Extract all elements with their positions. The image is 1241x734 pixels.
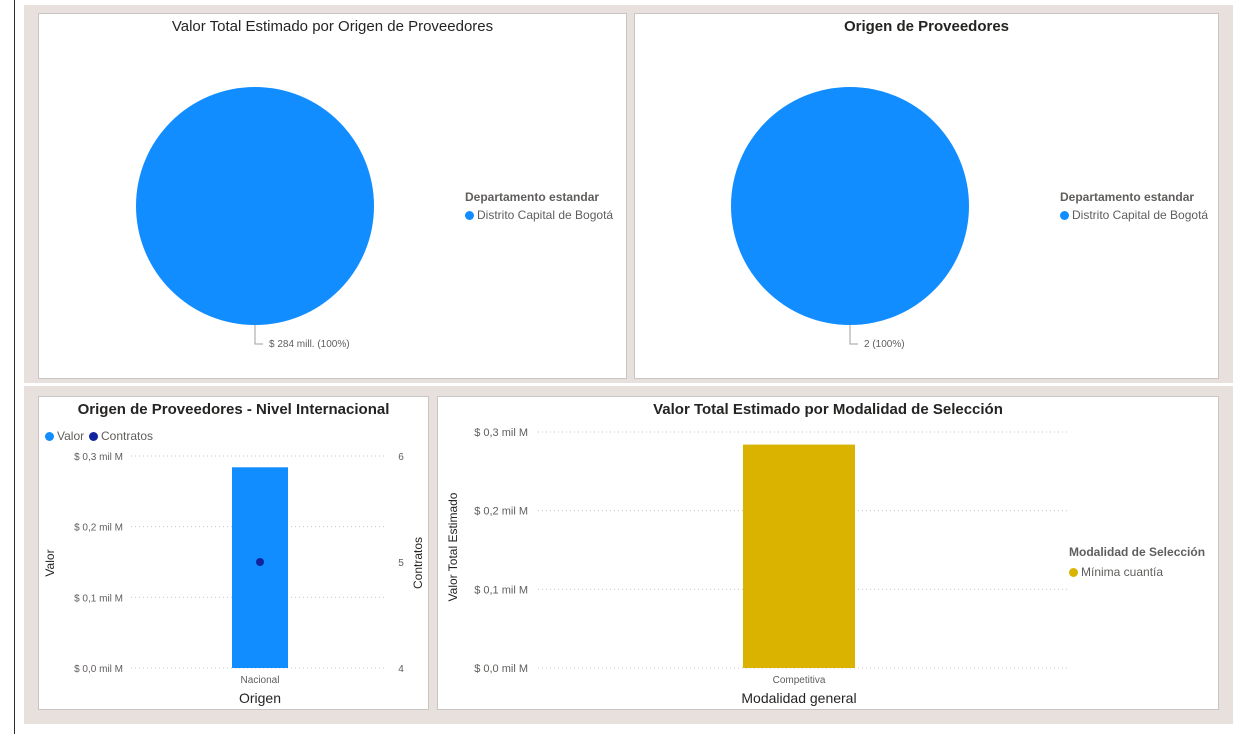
bar-competitiva[interactable] [743,444,855,668]
chart-title: Valor Total Estimado por Modalidad de Se… [653,401,1003,418]
combo-chart: $ 0,0 mil M $ 0,1 mil M $ 0,2 mil M $ 0,3 m… [43,452,425,706]
legend-item-valor[interactable]: Valor [45,429,84,443]
slice-data-label: 2 (100%) [864,339,905,350]
y2-tick-label: 4 [398,664,404,675]
x-axis-label: Modalidad general [741,690,856,706]
legend-item[interactable]: Distrito Capital de Bogotá [465,208,613,222]
slice-data-label: $ 284 mill. (100%) [269,339,350,350]
legend-dot-icon [45,431,54,441]
legend-dot-icon [89,431,98,441]
y-axis-label-right: Contratos [411,537,425,589]
y-tick-label: $ 0,3 mil M [474,427,528,439]
y-tick-label: $ 0,1 mil M [74,593,123,604]
y2-tick-label: 5 [398,558,404,569]
category-label: Competitiva [773,675,826,686]
combo-card[interactable]: Origen de Proveedores - Nivel Internacio… [38,396,429,710]
pie-valor-chart: $ 284 mill. (100%) [136,87,374,350]
legend-title: Departamento estandar [1060,190,1195,204]
y2-tick-label: 6 [398,452,404,463]
y-tick-label: $ 0,0 mil M [474,663,528,675]
x-axis-label: Origen [239,690,281,706]
leader-line [849,325,858,345]
bar-modalidad-chart: $ 0,0 mil M $ 0,1 mil M $ 0,2 mil M $ 0,3 m… [446,427,1070,706]
legend-label: Distrito Capital de Bogotá [1072,208,1209,222]
chart-title: Origen de Proveedores - Nivel Internacio… [77,401,390,418]
legend-dot-icon [465,210,474,220]
pie-slice[interactable] [731,87,969,325]
legend-dot-icon [1069,567,1078,577]
y-tick-label: $ 0,2 mil M [74,523,123,534]
legend-item-contratos[interactable]: Contratos [89,429,153,443]
row-divider [24,383,1233,386]
y-tick-label: $ 0,2 mil M [474,506,528,518]
legend-label: Contratos [101,429,154,443]
pie-slice[interactable] [136,87,374,325]
y-tick-label: $ 0,1 mil M [474,584,528,596]
y-axis-label: Valor Total Estimado [446,492,460,601]
left-edge-line [14,0,15,734]
chart-title: Valor Total Estimado por Origen de Prove… [171,18,494,35]
pie-origen-card[interactable]: Origen de Proveedores 2 (100%) Departame… [634,13,1219,379]
pie-origen-chart: 2 (100%) [731,87,969,350]
legend-label: Valor [57,429,85,443]
legend-dot-icon [1060,210,1069,220]
legend-item[interactable]: Distrito Capital de Bogotá [1060,208,1208,222]
chart-title: Origen de Proveedores [843,18,1010,35]
y-tick-label: $ 0,0 mil M [74,664,123,675]
y-tick-label: $ 0,3 mil M [74,452,123,463]
pie-valor-card[interactable]: Valor Total Estimado por Origen de Prove… [38,13,627,379]
legend-title: Departamento estandar [465,190,600,204]
leader-line [254,325,263,345]
legend-label: Distrito Capital de Bogotá [477,208,614,222]
legend-title: Modalidad de Selección [1069,545,1206,559]
category-label: Nacional [241,675,280,686]
legend-item[interactable]: Mínima cuantía [1069,565,1163,579]
bar-valor[interactable] [232,467,288,668]
bar-modalidad-card[interactable]: Valor Total Estimado por Modalidad de Se… [437,396,1219,710]
y-axis-label-left: Valor [43,549,57,576]
point-contratos[interactable] [256,558,264,566]
legend-label: Mínima cuantía [1081,565,1164,579]
